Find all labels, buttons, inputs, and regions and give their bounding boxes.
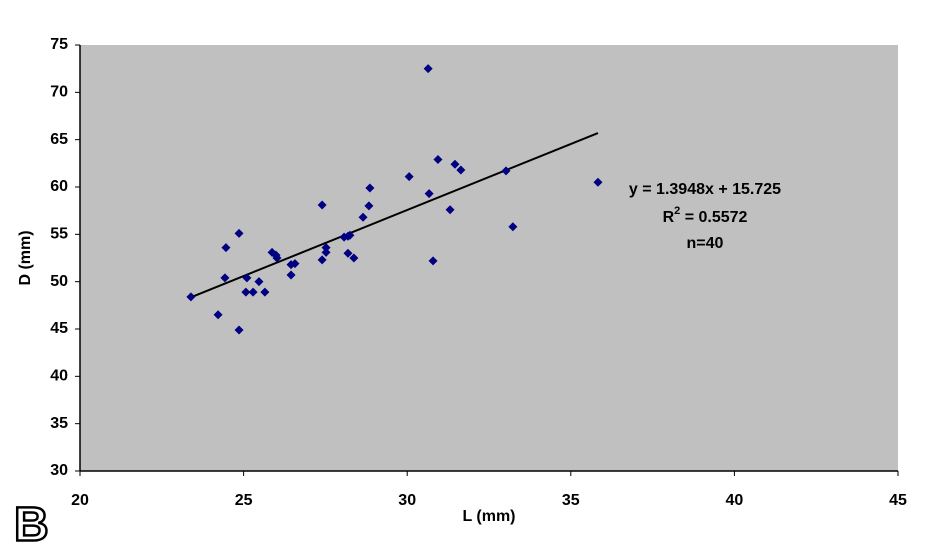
y-tick-label: 40 [50, 368, 68, 385]
point [260, 287, 270, 297]
point [423, 64, 433, 74]
point [213, 310, 223, 320]
point [321, 243, 331, 253]
point [450, 159, 460, 169]
point [242, 273, 252, 283]
point [241, 287, 251, 297]
point [321, 247, 331, 257]
point [349, 253, 359, 263]
n-label: n=40 [687, 235, 724, 252]
equation: y = 1.3948x + 15.725 [629, 181, 781, 198]
point [364, 201, 374, 211]
point [220, 273, 230, 283]
point [272, 253, 282, 263]
point [345, 230, 355, 240]
point [358, 212, 368, 222]
point [456, 165, 466, 175]
point [424, 189, 434, 199]
point [508, 222, 518, 232]
x-tick-label: 45 [889, 492, 907, 509]
y-tick-label: 50 [50, 273, 68, 290]
point [254, 277, 264, 287]
point [248, 287, 258, 297]
r-squared: R2 = 0.5572 [663, 205, 748, 226]
y-tick-label: 65 [50, 131, 68, 148]
y-tick-label: 70 [50, 84, 68, 101]
point [404, 172, 414, 182]
r-squared-value: = 0.5572 [680, 209, 747, 226]
plot-area [80, 45, 898, 471]
y-tick-label: 35 [50, 415, 68, 432]
point [186, 292, 196, 302]
point [343, 248, 353, 258]
x-tick-label: 40 [726, 492, 744, 509]
point [428, 256, 438, 266]
point [317, 200, 327, 210]
y-tick-label: 75 [50, 36, 68, 53]
point [234, 228, 244, 238]
trendline [190, 132, 599, 299]
r-squared-sup: 2 [674, 205, 680, 217]
x-tick-label: 25 [235, 492, 253, 509]
panel-label: B [14, 499, 49, 552]
y-tick-label: 30 [50, 462, 68, 479]
x-tick-label: 30 [398, 492, 416, 509]
point [290, 259, 300, 269]
point [221, 243, 231, 253]
point [433, 155, 443, 165]
x-axis-title: L (mm) [462, 508, 515, 525]
r-squared-r: R [663, 209, 675, 226]
point [365, 183, 375, 193]
point [593, 177, 603, 187]
point [445, 205, 455, 215]
y-axis-title: D (mm) [17, 230, 34, 285]
y-tick-label: 55 [50, 226, 68, 243]
y-tick-label: 45 [50, 320, 68, 337]
point [286, 270, 296, 280]
x-tick-label: 35 [562, 492, 580, 509]
point [501, 166, 511, 176]
y-tick-label: 60 [50, 178, 68, 195]
point [317, 255, 327, 265]
point [234, 325, 244, 335]
x-tick-label: 20 [71, 492, 89, 509]
